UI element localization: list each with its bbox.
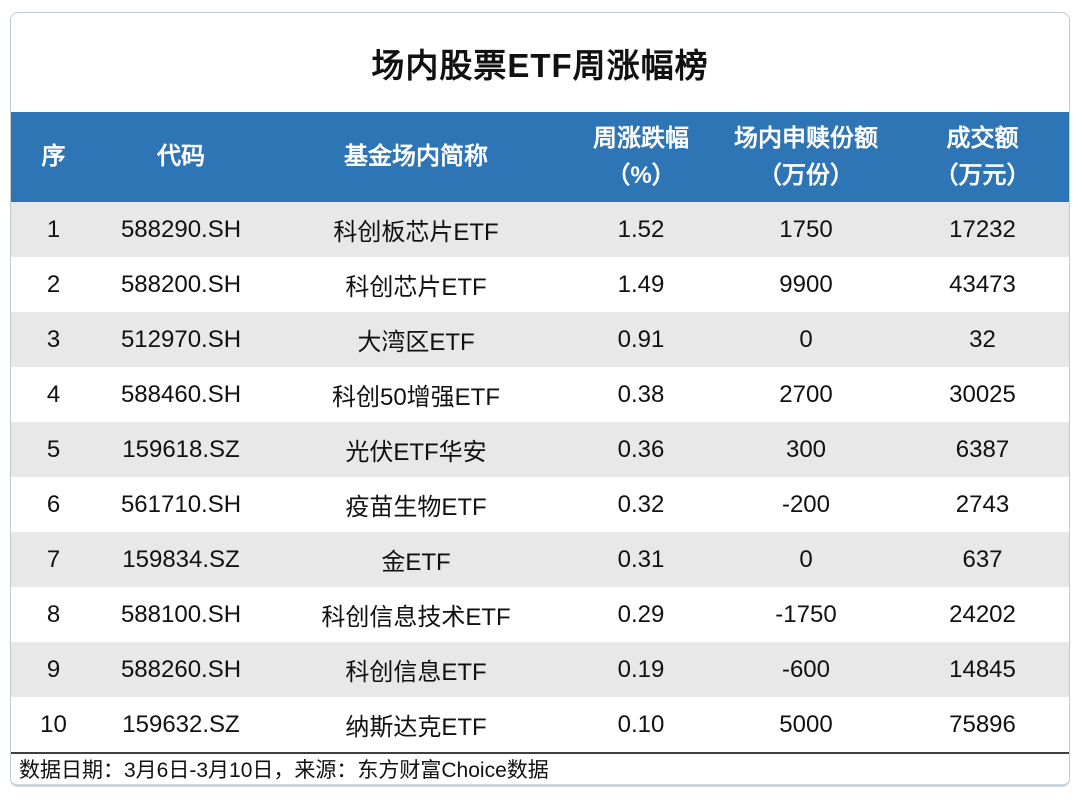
etf-table: 序 代码 基金场内简称: [11, 112, 1069, 752]
cell-turnover: 2743: [955, 490, 1010, 518]
cell-weekly-change: 0.36: [566, 422, 716, 477]
cell-turnover: 14845: [896, 642, 1069, 697]
table-row: 10 159632.SZ 纳斯达克ETF 0.10 5000 75896: [11, 697, 1069, 752]
cell-rank: 6: [46, 490, 61, 518]
cell-code: 588260.SH: [96, 642, 266, 697]
cell-weekly-change: 0.91: [566, 312, 716, 367]
table-row: 2 588200.SH 科创芯片ETF 1.49 9900 43473: [11, 257, 1069, 312]
cell-weekly-change: 0.19: [566, 642, 716, 697]
column-header-rank: 序: [11, 112, 96, 202]
table-row: 6 561710.SH 疫苗生物ETF 0.32 -200 2743: [11, 477, 1069, 532]
cell-turnover: 75896: [949, 710, 1016, 738]
cell-code: 159618.SZ: [96, 422, 266, 477]
table-row: 9 588260.SH 科创信息ETF 0.19 -600 14845: [11, 642, 1069, 697]
cell-subscription-shares: 0: [716, 532, 896, 587]
table-row: 4 588460.SH 科创50增强ETF 0.38 2700 30025: [11, 367, 1069, 422]
cell-weekly-change: 0.29: [617, 600, 665, 628]
cell-rank: 1: [11, 202, 96, 257]
cell-rank: 3: [11, 312, 96, 367]
cell-turnover: 43473: [949, 270, 1016, 298]
cell-weekly-change: 0.32: [617, 490, 665, 518]
cell-fund-name: 科创芯片ETF: [345, 274, 487, 301]
cell-weekly-change: 1.49: [617, 270, 665, 298]
column-header-subscription-shares-unit: （万份）: [758, 162, 854, 189]
column-header-subscription-shares: 场内申赎份额 （万份）: [716, 112, 896, 202]
column-header-fund-name-label: 基金场内简称: [344, 143, 488, 171]
cell-code: 588100.SH: [120, 600, 242, 628]
cell-code: 512970.SH: [96, 312, 266, 367]
cell-subscription-shares: 5000: [779, 710, 833, 738]
cell-weekly-change: 0.31: [566, 532, 716, 587]
cell-fund-name: 科创信息技术ETF: [321, 604, 511, 631]
cell-code: 561710.SH: [120, 490, 242, 518]
cell-rank: 5: [11, 422, 96, 477]
table-row: 1 588290.SH 科创板芯片ETF 1.52 1750 17232: [11, 202, 1069, 257]
column-header-turnover-label: 成交额: [946, 124, 1019, 152]
cell-rank: 9: [11, 642, 96, 697]
cell-fund-name: 疫苗生物ETF: [345, 494, 487, 521]
cell-fund-name: 科创板芯片ETF: [266, 202, 566, 257]
cell-fund-name: 大湾区ETF: [266, 312, 566, 367]
table-body: 1 588290.SH 科创板芯片ETF 1.52 1750 17232 2 5…: [11, 202, 1069, 752]
cell-fund-name: 科创50增强ETF: [331, 384, 501, 411]
cell-code: 159834.SZ: [96, 532, 266, 587]
cell-subscription-shares: 300: [716, 422, 896, 477]
table-row: 7 159834.SZ 金ETF 0.31 0 637: [11, 532, 1069, 587]
cell-rank: 8: [46, 600, 61, 628]
cell-fund-name: 纳斯达克ETF: [345, 714, 487, 741]
cell-rank: 2: [46, 270, 61, 298]
column-header-code-label: 代码: [157, 143, 205, 171]
etf-ranking-card: 场内股票ETF周涨幅榜 序: [10, 12, 1070, 787]
cell-fund-name: 金ETF: [266, 532, 566, 587]
column-header-weekly-change: 周涨跌幅 （%）: [566, 112, 716, 202]
table-header: 序 代码 基金场内简称: [11, 112, 1069, 202]
column-header-fund-name: 基金场内简称: [266, 112, 566, 202]
cell-weekly-change: 0.10: [617, 710, 665, 738]
cell-turnover: 30025: [949, 380, 1016, 408]
cell-turnover: 32: [896, 312, 1069, 367]
cell-turnover: 6387: [896, 422, 1069, 477]
column-header-code: 代码: [96, 112, 266, 202]
table-row: 3 512970.SH 大湾区ETF 0.91 0 32: [11, 312, 1069, 367]
cell-weekly-change: 1.52: [566, 202, 716, 257]
cell-subscription-shares: 1750: [716, 202, 896, 257]
cell-rank: 4: [46, 380, 61, 408]
cell-rank: 10: [40, 710, 67, 738]
cell-code: 588200.SH: [120, 270, 242, 298]
cell-subscription-shares: 2700: [779, 380, 833, 408]
cell-code: 588290.SH: [96, 202, 266, 257]
column-header-subscription-shares-label: 场内申赎份额: [734, 124, 878, 152]
cell-turnover: 637: [896, 532, 1069, 587]
column-header-turnover-unit: （万元）: [934, 162, 1031, 189]
cell-subscription-shares: -200: [781, 490, 831, 518]
column-header-turnover: 成交额 （万元）: [896, 112, 1069, 202]
page-title: 场内股票ETF周涨幅榜: [371, 46, 709, 84]
cell-subscription-shares: -600: [716, 642, 896, 697]
cell-turnover: 24202: [949, 600, 1016, 628]
table-row: 5 159618.SZ 光伏ETF华安 0.36 300 6387: [11, 422, 1069, 477]
column-header-weekly-change-unit: （%）: [606, 162, 676, 189]
cell-subscription-shares: 0: [716, 312, 896, 367]
cell-rank: 7: [11, 532, 96, 587]
cell-code: 588460.SH: [120, 380, 242, 408]
cell-subscription-shares: 9900: [779, 270, 833, 298]
cell-subscription-shares: -1750: [775, 600, 837, 628]
cell-turnover: 17232: [896, 202, 1069, 257]
column-header-weekly-change-label: 周涨跌幅: [593, 124, 689, 152]
cell-code: 159632.SZ: [122, 710, 240, 738]
cell-fund-name: 光伏ETF华安: [266, 422, 566, 477]
footer-note: 数据日期：3月6日-3月10日，来源：东方财富Choice数据: [11, 752, 1069, 784]
cell-weekly-change: 0.38: [617, 380, 665, 408]
cell-fund-name: 科创信息ETF: [266, 642, 566, 697]
table-row: 8 588100.SH 科创信息技术ETF 0.29 -1750 24202: [11, 587, 1069, 642]
header-row: 序 代码 基金场内简称: [11, 112, 1069, 202]
column-header-rank-label: 序: [41, 143, 66, 171]
